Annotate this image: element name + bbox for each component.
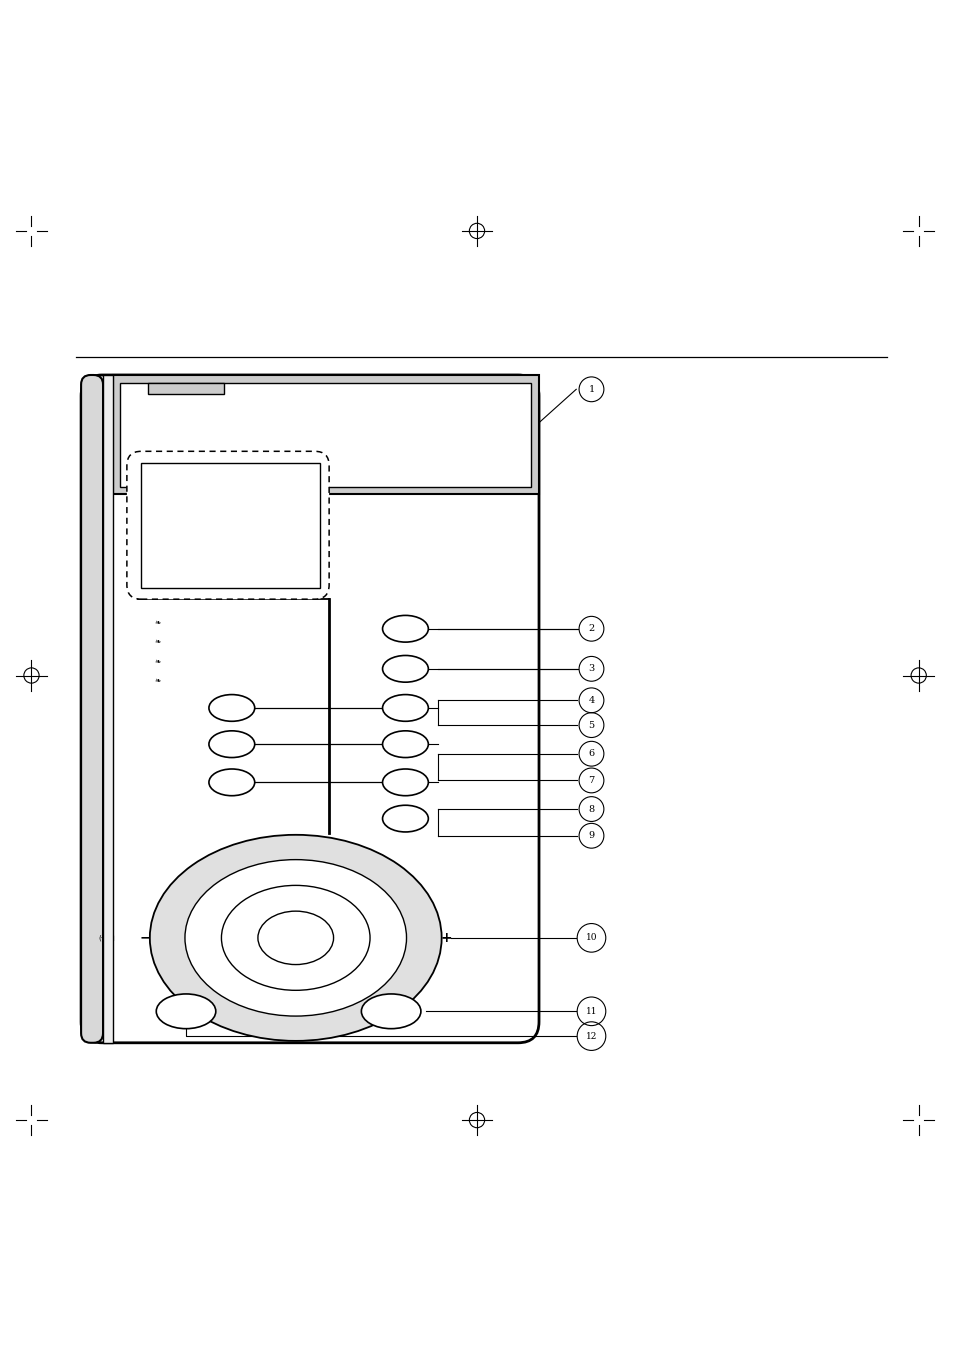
Text: 8: 8 (588, 805, 594, 813)
Ellipse shape (382, 694, 428, 721)
Text: −: − (139, 931, 151, 944)
Text: 11: 11 (585, 1006, 597, 1016)
Text: 5: 5 (588, 720, 594, 730)
Ellipse shape (257, 911, 334, 965)
Text: 9: 9 (588, 831, 594, 840)
Ellipse shape (382, 655, 428, 682)
Text: (·)/■: (·)/■ (98, 935, 115, 942)
Ellipse shape (209, 694, 254, 721)
Ellipse shape (382, 731, 428, 758)
Ellipse shape (382, 769, 428, 796)
Ellipse shape (185, 859, 406, 1016)
Ellipse shape (221, 885, 370, 990)
Text: 3: 3 (588, 665, 594, 673)
FancyBboxPatch shape (81, 376, 538, 1043)
Bar (112, 376, 538, 494)
Text: 1: 1 (588, 385, 594, 393)
Bar (148, 382, 224, 394)
Text: 6: 6 (588, 750, 594, 758)
Text: 2: 2 (588, 624, 594, 634)
Ellipse shape (209, 731, 254, 758)
Text: ❧: ❧ (154, 676, 160, 685)
Bar (103, 376, 112, 1043)
Bar (120, 382, 531, 486)
Bar (141, 463, 319, 588)
Text: ❧: ❧ (154, 657, 160, 666)
Ellipse shape (156, 994, 215, 1028)
Ellipse shape (361, 994, 420, 1028)
Text: +: + (440, 931, 452, 944)
Ellipse shape (209, 769, 254, 796)
Text: ❧: ❧ (154, 619, 160, 627)
Ellipse shape (382, 616, 428, 642)
Ellipse shape (382, 805, 428, 832)
Text: 7: 7 (588, 775, 594, 785)
Text: 12: 12 (585, 1032, 597, 1040)
FancyBboxPatch shape (127, 451, 329, 600)
Text: 10: 10 (585, 934, 597, 943)
Ellipse shape (150, 835, 441, 1040)
Text: ❧: ❧ (154, 638, 160, 647)
Text: 4: 4 (588, 696, 594, 705)
FancyBboxPatch shape (81, 376, 103, 1043)
